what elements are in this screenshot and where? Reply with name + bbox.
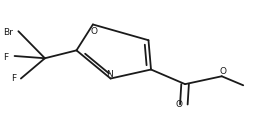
Text: N: N (106, 69, 113, 78)
Text: O: O (219, 67, 227, 76)
Text: O: O (91, 27, 98, 36)
Text: O: O (176, 99, 183, 108)
Text: F: F (3, 52, 8, 61)
Text: Br: Br (3, 27, 13, 36)
Text: F: F (11, 74, 17, 83)
